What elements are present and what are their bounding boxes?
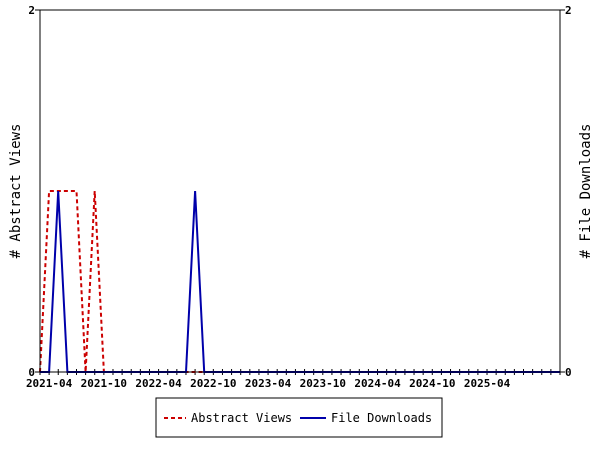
x-axis-tick-label: 2022-10 — [190, 377, 236, 390]
x-axis-tick-label: 2024-10 — [409, 377, 455, 390]
x-axis-tick-label: 2023-04 — [245, 377, 292, 390]
x-axis-ticks: 2021-04 2021-10 2022-04 2022-10 2023-04 2023-… — [26, 369, 561, 390]
series-line-file-downloads — [40, 190, 560, 373]
legend-label-file-downloads: File Downloads — [331, 411, 432, 425]
series-line-abstract-views — [39, 190, 560, 373]
left-axis-title: # Abstract Views — [8, 124, 24, 259]
x-axis-tick-label: 2025-04 — [464, 377, 511, 390]
x-axis-tick-label: 2023-10 — [300, 377, 346, 390]
series-layer — [39, 190, 560, 373]
legend-box — [155, 397, 443, 438]
left-axis-tick-label-max: 2 — [28, 4, 35, 17]
left-axis: 2 0 # Abstract Views — [8, 4, 40, 379]
x-axis-tick-label: 2021-04 — [26, 377, 73, 390]
right-axis-tick-label-max: 2 — [565, 4, 572, 17]
right-axis-tick-label-min: 0 — [565, 366, 572, 379]
x-axis-tick-label: 2022-04 — [135, 377, 182, 390]
left-axis-tick-label-min: 0 — [28, 366, 35, 379]
legend: Abstract Views File Downloads — [155, 397, 443, 438]
x-axis-tick-label: 2021-10 — [81, 377, 127, 390]
right-axis-title: # File Downloads — [578, 124, 594, 259]
x-axis-tick-label: 2024-04 — [354, 377, 401, 390]
legend-label-abstract-views: Abstract Views — [191, 411, 292, 425]
plot-area-frame — [39, 9, 561, 373]
right-axis: 2 0 # File Downloads — [560, 4, 594, 379]
